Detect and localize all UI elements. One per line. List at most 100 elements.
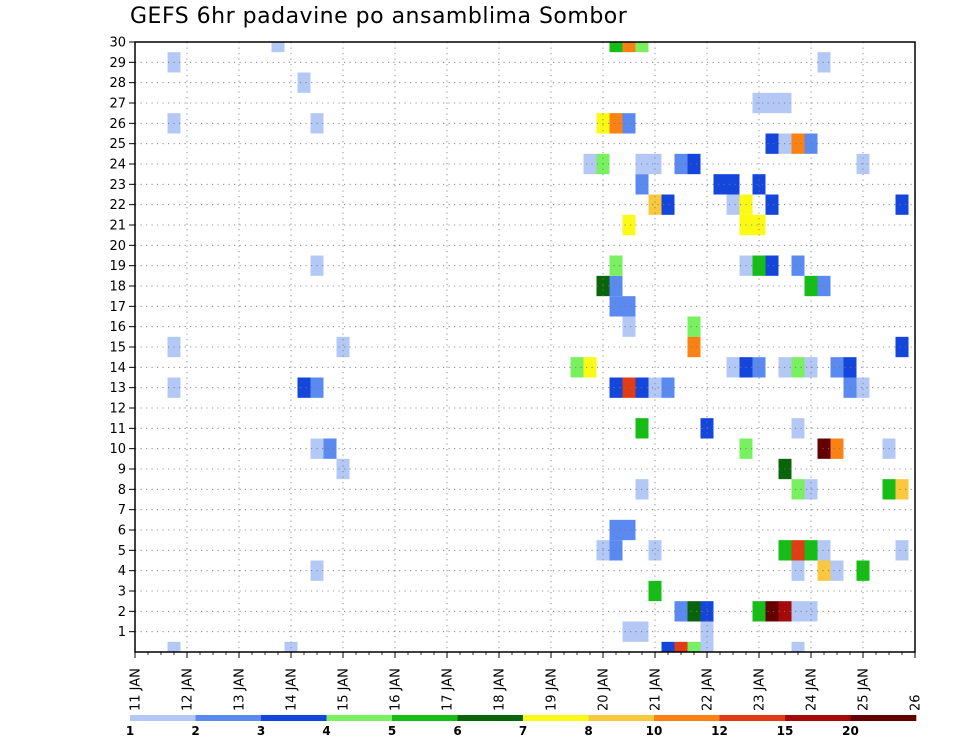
x-tick-label: 13 JAN [233,668,248,711]
colorbar-label: 6 [453,724,461,738]
heat-cell [609,296,623,317]
heat-cell [752,214,766,236]
y-tick-label: 27 [109,97,126,112]
colorbar: 1 2 3 4 5 6 7 8 10 12 15 20 [126,715,917,738]
y-tick-label: 17 [109,300,126,315]
heat-cell [622,113,636,134]
y-axis: 1234567891011121314151617181920212223242… [109,36,135,640]
heat-cell [622,316,636,337]
heat-cell [791,479,805,500]
y-tick-label: 23 [109,178,126,193]
x-tick-label: 20 JAN [597,668,612,711]
x-tick-label: 18 JAN [493,668,508,711]
y-tick-label: 26 [109,117,126,132]
heat-cell [674,153,688,175]
heat-cell [817,540,831,561]
heat-cell [791,560,805,581]
heat-cell [648,540,662,561]
heat-cell [765,92,779,114]
heat-cell [804,479,818,500]
heat-cell [687,153,701,175]
heat-cell [609,540,623,561]
colorbar-swatch [850,715,917,721]
y-tick-label: 19 [109,259,126,274]
heat-cell [674,601,688,622]
colorbar-swatch [130,715,196,721]
y-tick-label: 2 [118,605,126,620]
heat-cell [583,153,597,175]
heat-cell [609,255,623,276]
heat-cell [817,560,831,581]
x-tick-label: 19 JAN [545,668,560,711]
colorbar-swatch [523,715,589,721]
heat-cell [271,42,285,53]
y-tick-label: 20 [109,239,126,254]
colorbar-swatch [195,715,262,721]
colorbar-label: 4 [322,724,330,738]
colorbar-label: 20 [842,724,859,738]
colorbar-label: 7 [519,724,527,738]
x-tick-label: 24 JAN [805,668,820,711]
heat-cell [830,357,844,378]
heat-cell [622,42,636,53]
heat-cell [297,377,311,398]
heat-cell [648,580,662,602]
heat-cell [687,601,701,622]
heat-cell [804,133,818,154]
heat-cell [791,641,805,652]
y-tick-label: 1 [118,625,126,640]
y-tick-label: 6 [118,524,126,539]
heat-cell [752,255,766,276]
heat-cell [765,133,779,154]
heat-cell [804,275,818,297]
heat-cell [791,255,805,276]
heat-cell [648,194,662,215]
heat-cell [336,336,350,358]
x-tick-label: 12 JAN [181,668,196,711]
y-tick-label: 21 [109,219,126,234]
heat-cell [895,336,909,358]
heat-cell [765,255,779,276]
heat-cell [752,601,766,622]
heat-cell [609,113,623,134]
heat-cell [570,357,584,378]
heat-cell [661,194,675,215]
y-tick-label: 11 [109,422,126,437]
heat-cell [843,357,857,378]
y-tick-label: 24 [109,158,126,173]
colorbar-swatch [785,715,851,721]
heat-cell [648,377,662,398]
heat-cell [895,479,909,500]
y-tick-label: 3 [118,585,126,600]
heat-cell [726,194,740,215]
y-tick-label: 16 [109,320,126,335]
colorbar-swatch [261,715,327,721]
heat-cell [323,438,337,459]
heat-cell [336,458,350,480]
x-tick-label: 11 JAN [129,668,144,711]
x-axis: 11 JAN 12 JAN 13 JAN 14 JAN 15 JAN 16 JAN 17 J… [129,652,924,711]
heat-cell [609,275,623,297]
x-tick-label: 25 JAN [857,668,872,711]
heat-cell [622,621,636,642]
y-tick-label: 14 [109,361,126,376]
heat-cell [297,72,311,93]
x-tick-label: 15 JAN [337,668,352,711]
heat-cell [674,641,688,652]
heat-cell [791,418,805,439]
heat-cell [791,357,805,378]
colorbar-label: 1 [126,724,134,738]
heat-cell [830,560,844,581]
colorbar-label: 2 [191,724,199,738]
colorbar-swatch [719,715,786,721]
heat-cell [622,296,636,317]
colorbar-label: 12 [711,724,728,738]
colorbar-swatch [588,715,655,721]
heat-cell [167,641,181,652]
heat-cell [726,357,740,378]
heat-cell [687,336,701,358]
y-tick-label: 25 [109,137,126,152]
colorbar-label: 10 [646,724,663,738]
heat-cell [713,174,727,195]
